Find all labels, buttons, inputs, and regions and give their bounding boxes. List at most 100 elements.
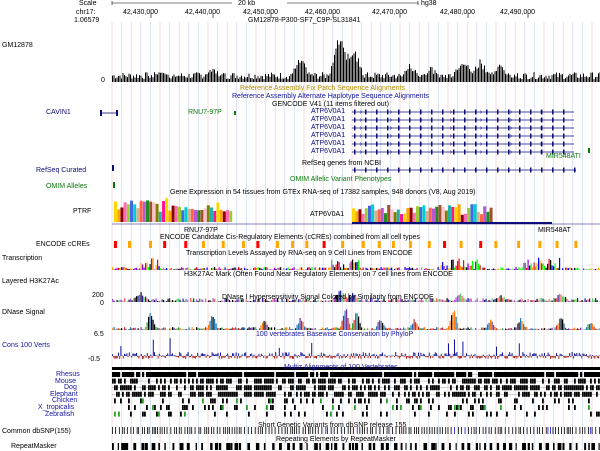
alignment-block [534, 392, 536, 397]
transcription-bar [472, 261, 473, 270]
alignment-block [522, 379, 524, 384]
track-label-dbsnp[interactable]: Common dbSNP(155) [2, 428, 71, 436]
track-label-omim[interactable]: OMIM Alleles [46, 183, 87, 191]
cons-bar-pos [369, 353, 370, 356]
alignment-block [140, 392, 142, 397]
signal-bar [252, 78, 253, 82]
transcription-bar [303, 269, 304, 270]
gtex-bar [384, 213, 387, 222]
dnase-bar [597, 329, 598, 330]
cons-bar-neg [390, 356, 391, 358]
signal-bar [187, 77, 188, 82]
alignment-block [268, 385, 270, 390]
gene-label-atp6v0a1[interactable]: ATP6V0A1 [311, 108, 345, 116]
alignment-block [438, 379, 440, 384]
track-label-refseq[interactable]: RefSeq Curated [36, 167, 86, 175]
alignment-block [298, 379, 300, 384]
snp-tick [155, 427, 156, 434]
track-label-ccres[interactable]: ENCODE cCREs [36, 241, 90, 249]
transcript-exon [398, 142, 400, 147]
signal-bar [438, 74, 439, 82]
gene-label-cavin1[interactable]: CAVIN1 [46, 109, 71, 117]
alignment-block [400, 405, 402, 410]
cons-bar-pos [448, 343, 449, 356]
title-repeatmasker: Repeating Elements by RepeatMasker [276, 436, 396, 444]
gene-label-mir548[interactable]: MIR548ATI [546, 153, 581, 161]
alignment-block [542, 372, 544, 377]
gene-label-atp6v0a1[interactable]: ATP6V0A1 [311, 148, 345, 156]
track-label-transcription[interactable]: Transcription [2, 255, 42, 263]
transcription-bar [520, 269, 521, 270]
gene-label-atp6v0a1[interactable]: ATP6V0A1 [311, 140, 345, 148]
alignment-block [172, 372, 174, 377]
dnase-bar [508, 328, 509, 330]
signal-bar [298, 60, 299, 82]
transcription-bar [211, 268, 212, 270]
dnase-bar [492, 322, 493, 330]
alignment-block [504, 385, 506, 390]
alignment-block [144, 385, 146, 390]
gene-label-atp6v0a1[interactable]: ATP6V0A1 [311, 124, 345, 132]
alignment-block [524, 379, 526, 384]
gtex-gene-label-mir548[interactable]: MIR548AT [538, 227, 571, 235]
alignment-block [590, 379, 592, 384]
signal-bar [555, 74, 556, 82]
cons-bar-pos [258, 354, 259, 356]
gene-label-atp6v0a1[interactable]: ATP6V0A1 [311, 132, 345, 140]
transcription-bar [309, 267, 310, 270]
species-label[interactable]: Zebrafish [45, 411, 74, 419]
h3k27ac-bar [466, 300, 467, 302]
transcription-bar [570, 267, 571, 270]
track-label-cons100[interactable]: Cons 100 Verts [2, 342, 50, 350]
ccre-element [538, 241, 541, 248]
gene-label-rnu7[interactable]: RNU7-97P [188, 109, 222, 117]
dnase-bar [331, 329, 332, 330]
transcription-bar [363, 267, 364, 270]
alignment-block [254, 392, 256, 397]
alignment-block [556, 372, 558, 377]
dnase-bar [145, 327, 146, 330]
snp-tick [568, 427, 569, 434]
alignment-block [192, 405, 194, 410]
alignment-block [594, 372, 596, 377]
h3k27ac-bar [468, 298, 469, 302]
gtex-gene-label-atp6v0a1[interactable]: ATP6V0A1 [310, 211, 344, 219]
signal-bar [115, 78, 116, 82]
cons-bar-pos [542, 353, 543, 356]
track-label-ptrf[interactable]: PTRF [73, 208, 91, 216]
transcription-bar [207, 268, 208, 270]
transcription-bar [337, 261, 338, 270]
refseq-exon [365, 168, 367, 173]
track-label-gm12878[interactable]: GM12878 [2, 42, 33, 50]
cons-bar-neg [479, 356, 480, 359]
h3k27ac-bar [439, 299, 440, 302]
alignment-block [578, 379, 580, 384]
dnase-bar [483, 328, 484, 330]
dnase-bar [454, 311, 455, 330]
cons-bar-pos [384, 355, 385, 356]
signal-bar [589, 77, 590, 82]
dnase-bar [496, 328, 497, 330]
alignment-block [282, 379, 284, 384]
dnase-bar [208, 325, 209, 330]
transcript-exon [442, 110, 444, 115]
alignment-block [534, 412, 536, 417]
alignment-block [454, 379, 456, 384]
transcription-bar [277, 268, 278, 270]
h3k27ac-bar [544, 300, 545, 302]
gtex-bar [223, 211, 226, 222]
track-label-h3k27ac[interactable]: Layered H3K27Ac [2, 278, 59, 286]
gtex-gene-label-rnu7[interactable]: RNU7-97P [184, 227, 218, 235]
h3k27ac-bar [436, 298, 437, 302]
signal-bar [445, 75, 446, 82]
alignment-block [480, 372, 482, 377]
dnase-bar [214, 319, 215, 330]
cons-bar-neg [567, 356, 568, 357]
track-label-dnase[interactable]: DNase Signal [2, 309, 45, 317]
alignment-block [318, 385, 320, 390]
transcription-bar [585, 269, 586, 270]
refseq-exon [431, 168, 433, 173]
gene-label-atp6v0a1[interactable]: ATP6V0A1 [311, 116, 345, 124]
transcription-bar [468, 263, 469, 270]
